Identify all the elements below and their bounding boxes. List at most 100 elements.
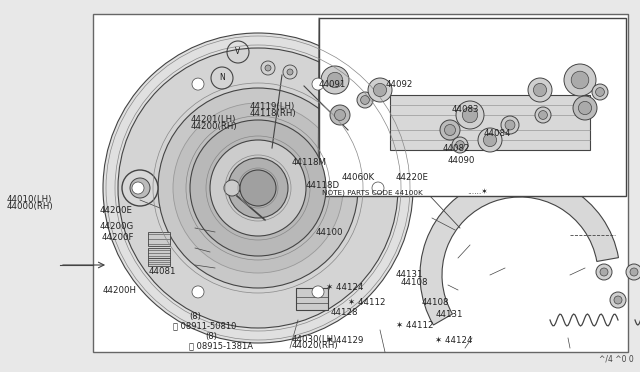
Text: Ⓝ 08911-50810: Ⓝ 08911-50810: [173, 321, 236, 330]
Circle shape: [368, 78, 392, 102]
Circle shape: [373, 83, 387, 97]
Circle shape: [132, 182, 144, 194]
Circle shape: [610, 292, 626, 308]
Text: 44200F: 44200F: [101, 233, 134, 242]
Circle shape: [539, 110, 547, 119]
Circle shape: [287, 69, 293, 75]
Text: 44090: 44090: [448, 156, 476, 165]
Circle shape: [533, 83, 547, 97]
Circle shape: [456, 141, 465, 150]
Bar: [93, 14, 628, 352]
Circle shape: [312, 286, 324, 298]
Circle shape: [192, 286, 204, 298]
Circle shape: [118, 48, 398, 328]
Circle shape: [158, 88, 358, 288]
Text: ^/4 ^0 0: ^/4 ^0 0: [599, 355, 634, 364]
Circle shape: [210, 140, 306, 236]
Bar: [148, 232, 170, 246]
Circle shape: [360, 96, 369, 105]
Circle shape: [283, 65, 297, 79]
Text: 44081: 44081: [148, 267, 176, 276]
Text: 44119(LH): 44119(LH): [250, 102, 295, 111]
Text: ✶ 44129: ✶ 44129: [326, 336, 364, 345]
Bar: [319, 18, 626, 196]
Bar: [390, 95, 590, 150]
Text: 44200E: 44200E: [99, 206, 132, 215]
Circle shape: [456, 101, 484, 129]
Circle shape: [564, 64, 596, 96]
Circle shape: [535, 107, 551, 123]
Text: 44200H: 44200H: [102, 286, 136, 295]
Circle shape: [600, 268, 608, 276]
Text: 44220E: 44220E: [396, 173, 429, 182]
Text: Ⓟ 08915-1381A: Ⓟ 08915-1381A: [189, 341, 253, 350]
Bar: [148, 248, 170, 258]
Text: 44118(RH): 44118(RH): [250, 109, 296, 118]
Circle shape: [483, 134, 497, 147]
Circle shape: [573, 96, 597, 120]
Text: 44128: 44128: [330, 308, 358, 317]
Text: (8): (8): [189, 312, 201, 321]
Text: 44082: 44082: [443, 144, 470, 153]
Text: 44091: 44091: [319, 80, 346, 89]
Text: 44010(LH): 44010(LH): [6, 195, 52, 204]
Circle shape: [330, 105, 350, 125]
Text: ✶ 44112: ✶ 44112: [396, 321, 433, 330]
Text: ......✶: ......✶: [467, 188, 488, 197]
Text: 44131: 44131: [396, 270, 423, 279]
Text: ✶ 44112: ✶ 44112: [348, 298, 385, 307]
Circle shape: [592, 84, 608, 100]
Circle shape: [528, 78, 552, 102]
Circle shape: [505, 120, 515, 130]
Circle shape: [626, 264, 640, 280]
Text: 44100: 44100: [316, 228, 343, 237]
Circle shape: [501, 116, 519, 134]
Circle shape: [478, 128, 502, 152]
Circle shape: [103, 33, 413, 343]
Text: (8): (8): [205, 332, 217, 341]
Wedge shape: [420, 175, 618, 325]
Text: 44060K: 44060K: [341, 173, 374, 182]
Text: 44201(LH): 44201(LH): [190, 115, 236, 124]
Text: 44020(RH): 44020(RH): [291, 341, 338, 350]
Text: 44200G: 44200G: [99, 222, 134, 231]
Circle shape: [372, 182, 384, 194]
Text: ✶ 44124: ✶ 44124: [435, 336, 473, 345]
Text: 44000(RH): 44000(RH): [6, 202, 53, 211]
Circle shape: [130, 178, 150, 198]
Text: 44118D: 44118D: [306, 181, 340, 190]
Circle shape: [265, 65, 271, 71]
Circle shape: [228, 158, 288, 218]
Circle shape: [192, 78, 204, 90]
Circle shape: [357, 92, 373, 108]
Circle shape: [452, 137, 468, 153]
Text: ✶ 44124: ✶ 44124: [326, 283, 364, 292]
Circle shape: [462, 107, 477, 123]
Text: 44118M: 44118M: [291, 158, 326, 167]
Circle shape: [445, 125, 456, 135]
Circle shape: [596, 264, 612, 280]
Circle shape: [312, 78, 324, 90]
Circle shape: [190, 120, 326, 256]
Circle shape: [614, 296, 622, 304]
Circle shape: [321, 66, 349, 94]
Bar: [148, 258, 170, 266]
Circle shape: [572, 71, 589, 89]
Bar: [296, 288, 328, 310]
Text: 44108: 44108: [401, 278, 428, 287]
Circle shape: [630, 268, 638, 276]
Circle shape: [335, 109, 346, 121]
Text: V: V: [236, 48, 241, 57]
Text: 44030(LH): 44030(LH): [291, 335, 337, 344]
Circle shape: [596, 87, 604, 96]
Circle shape: [261, 61, 275, 75]
Text: 44083: 44083: [451, 105, 479, 114]
Circle shape: [327, 72, 342, 88]
Circle shape: [240, 170, 276, 206]
Text: 44131: 44131: [435, 310, 463, 319]
Text: 44092: 44092: [385, 80, 413, 89]
Circle shape: [440, 120, 460, 140]
Text: N: N: [219, 74, 225, 83]
Circle shape: [173, 103, 343, 273]
Circle shape: [224, 180, 240, 196]
